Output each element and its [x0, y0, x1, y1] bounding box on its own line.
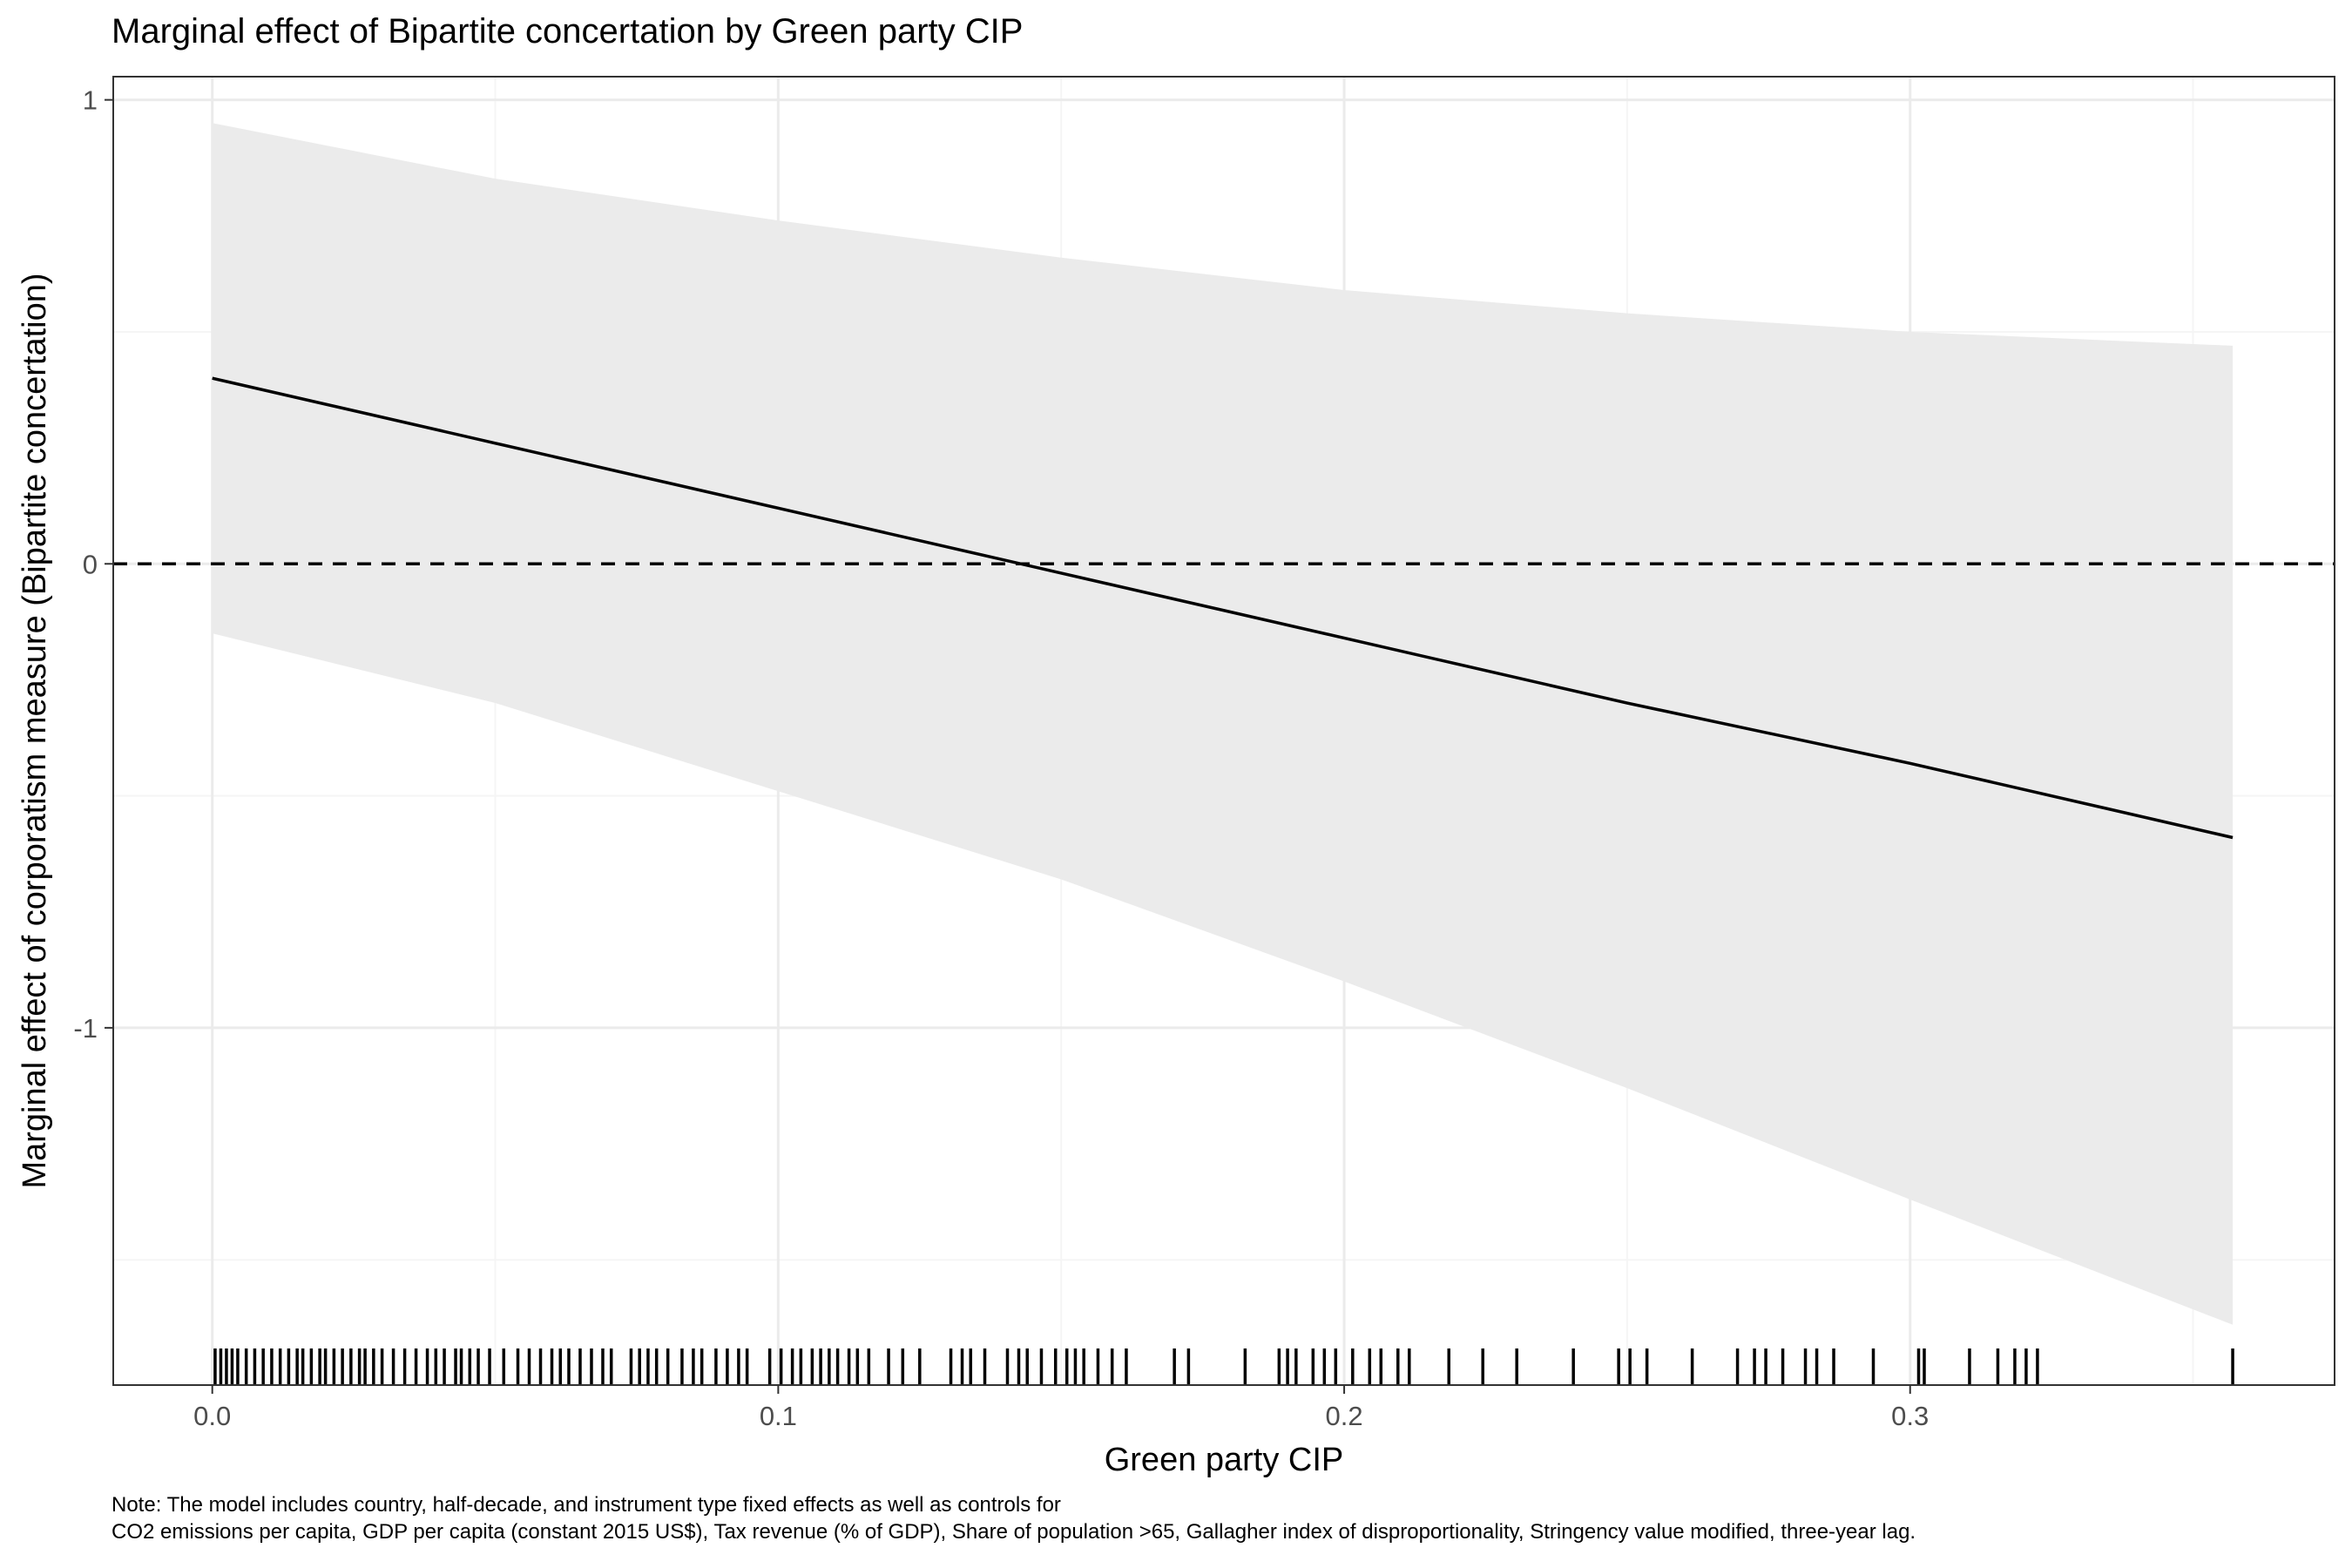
x-tick-label: 0.1 [760, 1401, 797, 1431]
footnote-line-1: Note: The model includes country, half-d… [112, 1493, 1061, 1517]
axis-ticks: 0.0 0.1 0.2 0.3 -1 0 1 [73, 85, 1929, 1431]
y-tick-label: 1 [83, 85, 98, 116]
y-tick-label: -1 [73, 1013, 98, 1044]
y-axis-title: Marginal effect of corporatism measure (… [17, 273, 53, 1188]
rug-marks [213, 1348, 2234, 1385]
footnote: Note: The model includes country, half-d… [112, 1491, 1916, 1545]
confidence-band-layer [212, 123, 2234, 1325]
footnote-line-2: CO2 emissions per capita, GDP per capita… [112, 1520, 1916, 1544]
marginal-effect-line [212, 376, 2234, 840]
confidence-band [212, 123, 2234, 1325]
panel-border [112, 76, 2335, 1386]
y-tick-label: 0 [83, 549, 98, 579]
effect-line-layer [212, 376, 2234, 840]
x-tick-label: 0.2 [1326, 1401, 1363, 1431]
x-tick-label: 0.3 [1891, 1401, 1929, 1431]
x-axis-title: Green party CIP [1105, 1442, 1344, 1478]
x-tick-label: 0.0 [193, 1401, 231, 1431]
chart-title: Marginal effect of Bipartite concertatio… [112, 12, 1024, 51]
